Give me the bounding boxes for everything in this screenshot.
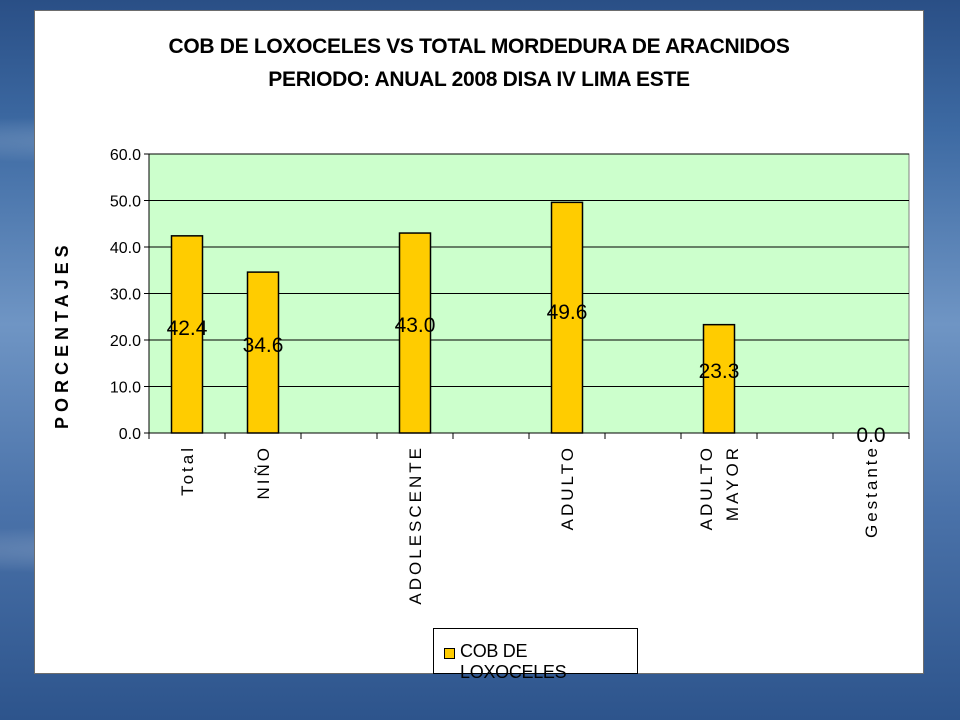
data-label: 43.0 [395,314,436,337]
y-tick-label: 60.0 [110,147,141,164]
chart-title: COB DE LOXOCELES VS TOTAL MORDEDURA DE A… [168,35,790,58]
x-tick-label: ADULTO [697,445,716,530]
x-tick-label: ADULTO [558,445,577,530]
y-tick-label: 30.0 [110,287,141,304]
data-label: 0.0 [856,424,885,447]
data-label: 42.4 [167,317,208,340]
data-label: 34.6 [243,334,284,357]
bar [398,232,432,434]
data-label: 49.6 [547,301,588,324]
bar-chart: 0.0 10.0 20.0 30.0 40.0 50.0 60.0 Total NIÑO ADO… [52,147,910,605]
x-tick-label: Gestante [862,445,881,538]
data-labels: 42.4 34.6 43.0 49.6 23.3 0.0 [167,301,886,447]
bar [246,271,280,434]
legend: COB DE LOXOCELES [433,628,638,682]
y-tick-label: 20.0 [110,333,141,350]
bars [170,201,736,434]
y-axis-label: PORCENTAJES [52,240,72,429]
data-label: 23.3 [699,360,740,383]
x-tick-label: MAYOR [723,445,742,521]
chart-subtitle: PERIODO: ANUAL 2008 DISA IV LIMA ESTE [268,68,690,91]
y-tick-label: 50.0 [110,194,141,211]
bar [170,235,204,434]
y-tick-label: 40.0 [110,240,141,257]
x-tick-label: ADOLESCENTE [406,445,425,605]
x-axis-labels: Total NIÑO ADOLESCENTE ADULTO ADULTO MAYOR Ges… [148,433,910,605]
y-tick-label: 10.0 [110,380,141,397]
x-tick-label: Total [178,445,197,496]
legend-label: COB DE LOXOCELES [460,641,567,682]
bar [702,323,736,434]
chart-panel: COB DE LOXOCELES VS TOTAL MORDEDURA DE A… [34,10,924,682]
legend-swatch [444,648,455,659]
y-tick-label: 0.0 [119,426,141,443]
bar [550,201,584,434]
x-tick-label: NIÑO [254,445,273,500]
